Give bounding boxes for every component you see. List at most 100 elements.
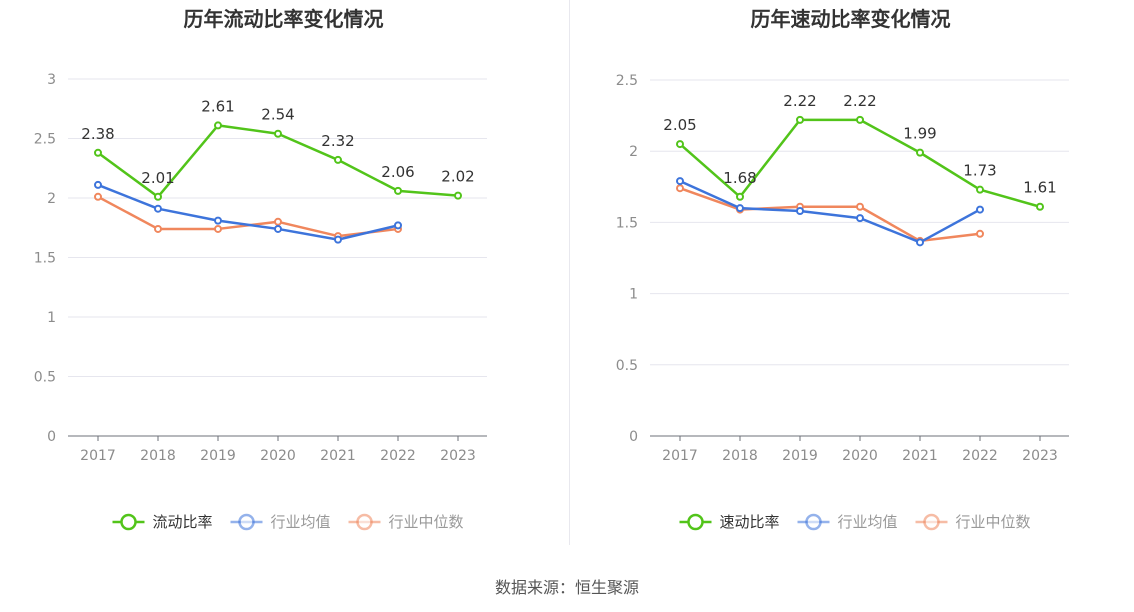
data-label: 1.61 bbox=[1023, 179, 1056, 197]
y-tick-label: 0 bbox=[47, 429, 56, 445]
x-tick-label: 2017 bbox=[80, 448, 116, 464]
data-label: 1.68 bbox=[723, 169, 756, 187]
chart-panel-quick-ratio: 历年速动比率变化情况 0 0.5 1 1.5 2 2.5 2017 2018 2019 2020 2… bbox=[567, 0, 1134, 545]
data-point bbox=[454, 191, 462, 200]
x-tick-label: 2017 bbox=[662, 448, 698, 464]
chart-panel-current-ratio: 历年流动比率变化情况 0 0.5 1 1.5 2 2.5 3 2017 2018 2019 2020… bbox=[0, 0, 567, 545]
current-ratio-chart: 0 0.5 1 1.5 2 2.5 3 2017 2018 2019 2020 2021 2022 202… bbox=[34, 72, 487, 531]
x-tick-label: 2023 bbox=[1022, 448, 1058, 464]
x-tick-label: 2022 bbox=[962, 448, 998, 464]
x-tick-label: 2019 bbox=[200, 448, 236, 464]
legend-item: 行业中位数 bbox=[348, 513, 464, 531]
data-point bbox=[274, 217, 282, 226]
data-label: 2.54 bbox=[261, 106, 294, 124]
data-point bbox=[214, 216, 222, 225]
y-tick-label: 1 bbox=[47, 310, 56, 326]
quick-ratio-chart: 0 0.5 1 1.5 2 2.5 2017 2018 2019 2020 2021 2022 2023… bbox=[616, 73, 1069, 531]
x-tick-label: 2021 bbox=[902, 448, 938, 464]
data-point bbox=[214, 224, 222, 233]
y-tick-label: 1.5 bbox=[34, 251, 56, 267]
data-point bbox=[394, 221, 402, 230]
legend-label: 速动比率 bbox=[720, 513, 780, 531]
x-tick-label: 2018 bbox=[722, 448, 758, 464]
data-point bbox=[154, 224, 162, 233]
panel-divider bbox=[569, 0, 570, 545]
legend-item: 速动比率 bbox=[679, 513, 780, 531]
legend-item: 行业均值 bbox=[797, 513, 898, 531]
data-point bbox=[796, 115, 804, 124]
data-point bbox=[856, 214, 864, 223]
legend-label: 行业中位数 bbox=[956, 513, 1031, 531]
data-point bbox=[976, 229, 984, 238]
data-point bbox=[856, 202, 864, 211]
legend-marker bbox=[356, 513, 373, 531]
data-point bbox=[976, 205, 984, 214]
data-point bbox=[916, 148, 924, 157]
data-point bbox=[856, 115, 864, 124]
data-point bbox=[676, 177, 684, 186]
x-tick-label: 2023 bbox=[440, 448, 476, 464]
legend-marker bbox=[687, 513, 704, 531]
legend-label: 流动比率 bbox=[153, 513, 213, 531]
data-label: 2.01 bbox=[141, 169, 174, 187]
data-point bbox=[676, 140, 684, 149]
data-label: 2.06 bbox=[381, 163, 414, 181]
data-label: 2.22 bbox=[783, 92, 816, 110]
data-point bbox=[94, 192, 102, 201]
x-tick-label: 2020 bbox=[260, 448, 296, 464]
data-point bbox=[796, 207, 804, 216]
data-point bbox=[736, 204, 744, 213]
legend-marker bbox=[923, 513, 940, 531]
data-point bbox=[736, 192, 744, 201]
data-point bbox=[274, 129, 282, 138]
data-point bbox=[94, 148, 102, 157]
y-tick-label: 2.5 bbox=[34, 132, 56, 148]
chart-title: 历年速动比率变化情况 bbox=[750, 7, 951, 31]
data-point bbox=[154, 192, 162, 201]
series-line bbox=[679, 179, 981, 244]
data-label: 2.22 bbox=[843, 92, 876, 110]
legend-item: 行业均值 bbox=[230, 513, 331, 531]
y-tick-label: 0 bbox=[629, 429, 638, 445]
data-point bbox=[94, 180, 102, 189]
data-label: 2.38 bbox=[81, 125, 114, 143]
y-tick-label: 0.5 bbox=[616, 358, 638, 374]
legend-marker bbox=[238, 513, 255, 531]
data-point bbox=[274, 224, 282, 233]
data-label: 2.32 bbox=[321, 132, 354, 150]
y-tick-label: 3 bbox=[47, 72, 56, 88]
y-tick-label: 2 bbox=[47, 191, 56, 207]
data-point bbox=[154, 204, 162, 213]
series-line bbox=[679, 187, 981, 243]
legend-item: 行业中位数 bbox=[915, 513, 1031, 531]
data-label: 2.05 bbox=[663, 116, 696, 134]
x-tick-label: 2021 bbox=[320, 448, 356, 464]
legend-label: 行业中位数 bbox=[389, 513, 464, 531]
legend-marker bbox=[120, 513, 137, 531]
legend-label: 行业均值 bbox=[838, 513, 898, 531]
data-point bbox=[1036, 202, 1044, 211]
legend-marker bbox=[805, 513, 822, 531]
x-tick-label: 2019 bbox=[782, 448, 818, 464]
series-line bbox=[97, 183, 399, 241]
data-label: 2.02 bbox=[441, 168, 474, 186]
data-point bbox=[676, 184, 684, 193]
data-point bbox=[394, 186, 402, 195]
data-point bbox=[334, 155, 342, 164]
x-tick-label: 2018 bbox=[140, 448, 176, 464]
y-tick-label: 0.5 bbox=[34, 370, 56, 386]
y-tick-label: 2.5 bbox=[616, 73, 638, 89]
y-tick-label: 2 bbox=[629, 144, 638, 160]
data-point bbox=[214, 121, 222, 130]
data-point bbox=[334, 235, 342, 244]
y-tick-label: 1 bbox=[629, 287, 638, 303]
chart-title: 历年流动比率变化情况 bbox=[183, 7, 384, 31]
y-tick-label: 1.5 bbox=[616, 215, 638, 231]
legend-item: 流动比率 bbox=[112, 513, 213, 531]
x-tick-label: 2022 bbox=[380, 448, 416, 464]
data-source-note: 数据来源：恒生聚源 bbox=[494, 578, 639, 597]
data-label: 1.99 bbox=[903, 125, 936, 143]
legend-label: 行业均值 bbox=[271, 513, 331, 531]
data-point bbox=[976, 185, 984, 194]
data-point bbox=[916, 238, 924, 247]
